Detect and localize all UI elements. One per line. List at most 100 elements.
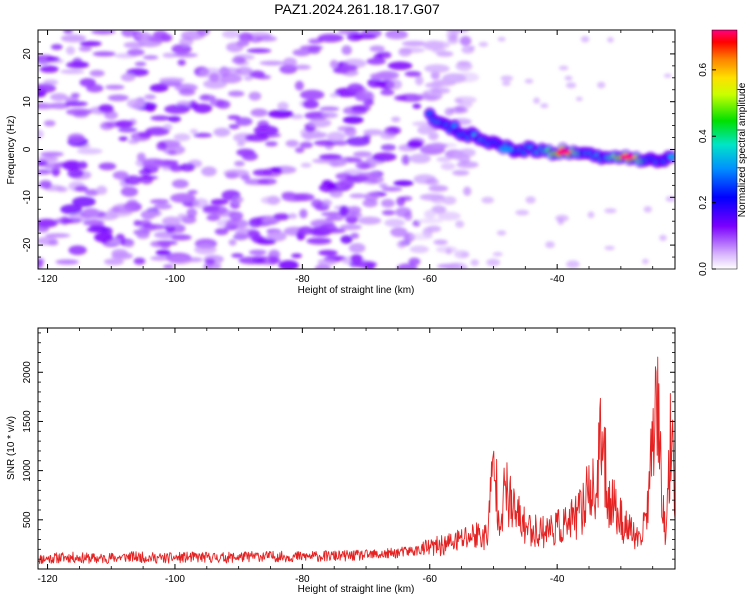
heatmap-noise-blob-407 [390,227,408,238]
heatmap-noise-blob-261 [234,160,245,167]
heatmap-noise-blob-10 [285,139,299,148]
figure-title: PAZ1.2024.261.18.17.G07 [274,1,440,17]
heatmap-noise-blob-83 [329,93,339,98]
heatmap-noise-blob-445 [238,256,264,265]
snr-panel: -120 -100 -80 -60 -40 500 1000 1500 2000 Height … [6,327,676,595]
heatmap-noise-blob-575 [455,220,465,228]
ridge-peak-2 [499,146,514,153]
heatmap-noise-blob-441 [265,141,278,147]
heatmap-noise-blob-497 [321,112,338,119]
x-tick-label-2: -80 [295,574,310,585]
heatmap-noise-blob-366 [159,77,185,83]
heatmap-noise-blob-183 [257,120,270,130]
heatmap-noise-blob-420 [396,263,418,269]
heatmap-noise-blob-395 [340,64,358,72]
heatmap-noise-blob-372 [419,193,445,201]
heatmap-noise-blob-188 [96,185,108,195]
heatmap-noise-blob-21 [409,153,431,164]
heatmap-noise-blob-556 [180,163,195,172]
heatmap-noise-blob-97 [171,44,192,54]
heatmap-noise-blob-11 [357,216,382,225]
spectrogram-x-axis-label: Height of straight line (km) [298,285,415,296]
colorbar-label: Normalized spectral amplitude [737,82,748,217]
heatmap-noise-blob-595 [470,259,479,266]
heatmap-noise-blob-456 [376,51,392,59]
heatmap-noise-blob-509 [60,204,83,215]
heatmap-noise-blob-153 [228,124,240,130]
heatmap-noise-blob-297 [329,59,339,69]
heatmap-noise-blob-498 [138,168,152,176]
y-tick-label-1: 1000 [22,459,33,482]
x-tick-label-4: -40 [550,574,565,585]
heatmap-noise-blob-543 [167,116,181,123]
heatmap-noise-blob-373 [308,118,332,128]
heatmap-noise-blob-416 [211,209,237,217]
heatmap-noise-blob-544 [64,101,88,107]
heatmap-noise-blob-478 [412,103,422,109]
heatmap-noise-blob-231 [369,72,395,80]
heatmap-noise-blob-358 [164,104,191,114]
heatmap-noise-blob-333 [290,114,304,120]
heatmap-noise-blob-442 [112,170,129,180]
heatmap-noise-blob-479 [177,213,187,220]
heatmap-noise-blob-310 [323,228,346,234]
heatmap-noise-blob-213 [339,224,362,231]
heatmap-noise-blob-422 [140,210,160,218]
heatmap-noise-blob-527 [187,190,198,195]
heatmap-noise-blob-444 [136,152,146,162]
heatmap-noise-blob-240 [98,162,117,171]
heatmap-noise-blob-590 [455,98,463,104]
heatmap-noise-blob-132 [341,45,352,55]
heatmap-noise-blob-273 [133,257,146,265]
heatmap-noise-blob-265 [227,115,241,120]
heatmap-noise-blob-553 [352,34,377,40]
heatmap-noise-blob-3 [430,71,440,80]
heatmap-noise-blob-483 [350,254,363,264]
heatmap-noise-blob-511 [186,208,198,218]
heatmap-noise-blob-569 [468,45,475,50]
heatmap-noise-blob-174 [43,120,56,127]
heatmap-noise-blob-538 [311,199,323,208]
heatmap-noise-blob-550 [68,245,87,255]
heatmap-noise-blob-13 [133,220,142,227]
heatmap-noise-blob-349 [291,253,302,259]
ridge-peak-1 [620,154,635,160]
heatmap-noise-blob-519 [50,93,68,102]
heatmap-noise-blob-474 [317,258,336,266]
heatmap-noise-blob-542 [45,233,71,238]
heatmap-noise-blob-214 [235,117,253,126]
heatmap-noise-blob-246 [381,198,395,208]
heatmap-noise-blob-513 [160,33,173,42]
heatmap-noise-blob-157 [412,220,421,227]
heatmap-noise-blob-352 [38,129,44,139]
heatmap-noise-blob-301 [428,185,449,192]
heatmap-noise-blob-391 [156,141,167,151]
heatmap-noise-blob-199 [318,249,338,256]
heatmap-noise-blob-27 [222,30,241,39]
heatmap-noise-blob-150 [213,127,231,137]
heatmap-noise-blob-217 [177,59,186,66]
heatmap-noise-blob-167 [231,253,244,258]
heatmap-noise-blob-506 [345,175,359,181]
heatmap-noise-blob-485 [363,129,384,136]
heatmap-noise-blob-560 [587,211,595,219]
heatmap-noise-blob-274 [353,151,373,158]
heatmap-noise-blob-278 [214,228,229,236]
colorbar-tick-label-2: 0.4 [698,129,709,143]
heatmap-noise-blob-490 [60,69,85,74]
heatmap-noise-blob-496 [387,79,402,90]
heatmap-noise-blob-371 [65,46,76,55]
heatmap-noise-blob-91 [173,133,191,142]
heatmap-noise-blob-591 [486,258,501,267]
heatmap-noise-blob-356 [121,30,136,38]
spectrogram-y-axis-label: Frequency (Hz) [6,116,17,185]
heatmap-noise-blob-491 [342,116,364,124]
heatmap-noise-blob-484 [236,148,255,157]
heatmap-noise-blob-170 [249,249,267,256]
heatmap-noise-blob-599 [445,248,452,255]
heatmap-noise-blob-551 [430,142,444,149]
y-tick-label-0: -20 [22,237,33,252]
heatmap-noise-blob-554 [180,30,205,41]
